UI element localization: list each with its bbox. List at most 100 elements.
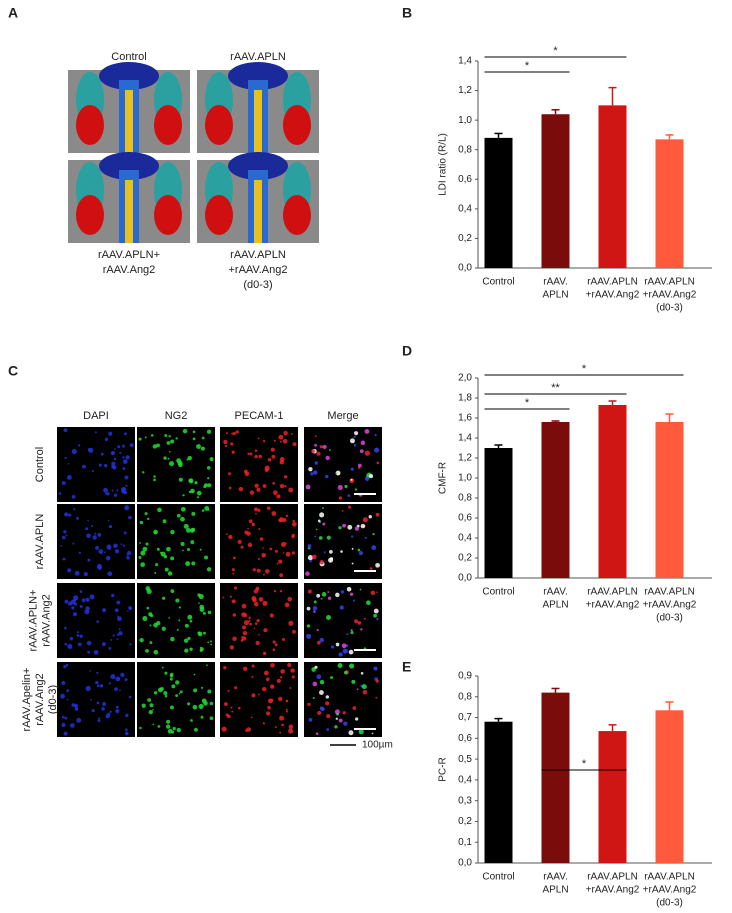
signal [285, 710, 289, 713]
signal [142, 616, 148, 622]
signal [307, 702, 311, 707]
signal [312, 606, 318, 611]
x-tick-label: Control [482, 277, 514, 288]
signal [149, 641, 153, 645]
micrograph [220, 504, 298, 579]
signal [271, 454, 276, 459]
y-tick-label: 0,9 [458, 671, 472, 682]
signal [187, 636, 191, 641]
signal [96, 563, 102, 569]
signal [292, 519, 295, 523]
signal [285, 551, 291, 557]
signal [346, 586, 352, 592]
signal [292, 442, 297, 447]
signal [139, 542, 141, 544]
signal [71, 495, 76, 499]
signal [103, 463, 108, 468]
signal [241, 612, 246, 617]
signal [146, 606, 150, 610]
signal [123, 432, 127, 436]
signal [97, 533, 102, 537]
signal [279, 676, 283, 679]
y-tick-label: 0,2 [458, 553, 472, 564]
signal [316, 640, 321, 645]
signal [323, 551, 326, 554]
signal [341, 643, 347, 649]
signal [279, 590, 283, 593]
signal [237, 539, 242, 544]
signal [170, 589, 175, 594]
signal [79, 634, 83, 638]
signal [201, 436, 205, 440]
signal [325, 455, 330, 461]
signal [162, 519, 167, 524]
signal [364, 428, 370, 434]
signal [145, 542, 149, 546]
signal [164, 671, 168, 675]
signal [359, 588, 362, 591]
signal [86, 533, 91, 539]
signal [163, 456, 167, 460]
signal [242, 630, 248, 636]
signal [61, 535, 66, 540]
signal [199, 604, 205, 610]
y-tick-label: 1,8 [458, 393, 472, 404]
signal [344, 670, 348, 675]
signal [68, 601, 73, 606]
signal [258, 454, 262, 459]
signal [201, 686, 204, 689]
signal [273, 439, 276, 442]
signal [153, 622, 158, 628]
signal [120, 543, 123, 545]
signal [331, 645, 335, 649]
signal [354, 488, 358, 491]
signal [125, 728, 128, 732]
signal [76, 516, 80, 520]
signal [224, 444, 228, 448]
y-tick-label: 2,0 [458, 373, 472, 384]
signal [272, 481, 275, 485]
signal [206, 567, 212, 572]
signal [89, 669, 92, 672]
signal [346, 633, 349, 636]
signal [279, 517, 285, 522]
signal [207, 689, 212, 694]
signal [106, 492, 110, 496]
signal [193, 688, 198, 693]
signal [360, 523, 366, 529]
signal [281, 723, 284, 727]
signal [145, 586, 151, 591]
caption: +rAAV.Ang2 [228, 264, 287, 276]
column-label: DAPI [83, 410, 109, 422]
signal [376, 617, 379, 621]
signal [306, 606, 311, 611]
signal [91, 708, 95, 713]
signal [352, 706, 357, 711]
signal [335, 592, 340, 598]
signal [122, 459, 128, 464]
signal [357, 463, 362, 468]
signal [124, 731, 129, 736]
signal [241, 636, 244, 639]
signal [93, 650, 99, 655]
y-tick-label: 0,8 [458, 691, 472, 702]
y-axis-label: CMF-R [438, 462, 449, 494]
signal [362, 689, 368, 695]
signal [310, 472, 314, 476]
signal [279, 573, 284, 578]
signal [375, 696, 378, 699]
micrograph [137, 583, 215, 658]
signal [113, 448, 116, 450]
signal [252, 597, 257, 603]
signal [316, 451, 321, 456]
signal [168, 617, 171, 619]
y-tick-label: 0,7 [458, 712, 472, 723]
signal [72, 612, 78, 617]
ldi-body [99, 152, 159, 180]
signal [182, 428, 188, 434]
signal [198, 593, 204, 600]
signal [83, 572, 88, 577]
x-tick-label: rAAV.APLN [587, 587, 638, 598]
signal [327, 596, 332, 600]
signal [82, 464, 86, 469]
